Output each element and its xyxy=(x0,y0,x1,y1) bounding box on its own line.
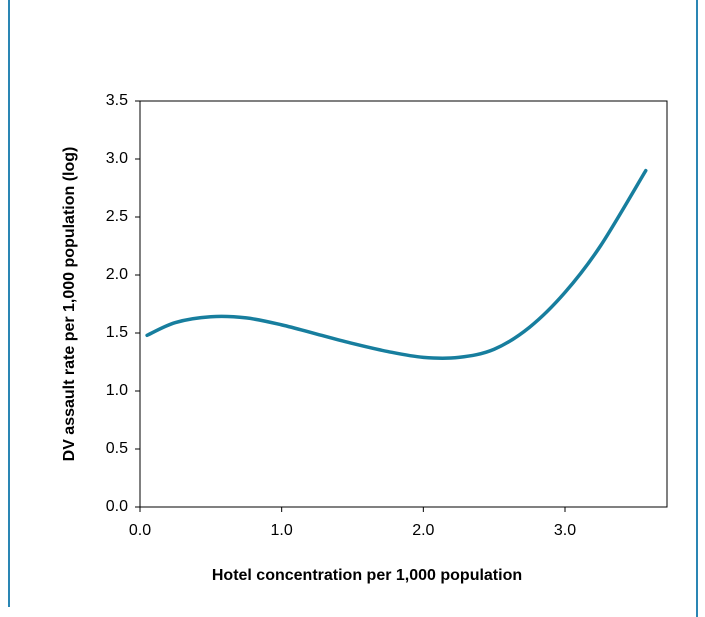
x-tick-label: 2.0 xyxy=(412,522,434,539)
x-tick-label: 3.0 xyxy=(554,522,576,539)
y-tick-label: 0.5 xyxy=(106,440,128,457)
y-tick-label: 3.0 xyxy=(106,150,128,167)
x-axis-title: Hotel concentration per 1,000 population xyxy=(212,567,522,584)
y-tick-label: 0.0 xyxy=(106,498,128,515)
x-tick-label: 1.0 xyxy=(271,522,293,539)
y-tick-label: 2.0 xyxy=(106,266,128,283)
plot-area xyxy=(139,100,668,508)
y-tick-label: 1.5 xyxy=(106,324,128,341)
y-tick-label: 3.5 xyxy=(106,92,128,109)
line-series xyxy=(145,168,648,360)
y-tick-label: 1.0 xyxy=(106,382,128,399)
y-tick-label: 2.5 xyxy=(106,208,128,225)
x-tick-label: 0.0 xyxy=(129,522,151,539)
y-axis-title: DV assault rate per 1,000 population (lo… xyxy=(61,147,78,462)
